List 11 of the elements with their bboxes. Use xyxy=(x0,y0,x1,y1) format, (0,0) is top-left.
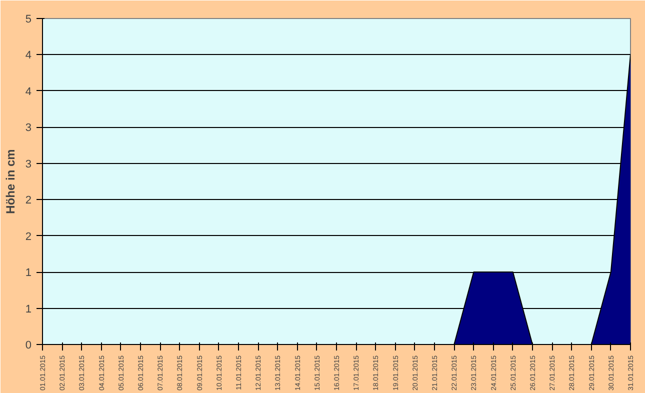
y-tick-label: 2 xyxy=(25,230,32,243)
y-tick-label: 3 xyxy=(25,122,32,134)
y-axis-title: Höhe in cm xyxy=(3,149,18,214)
y-tick-label: 0 xyxy=(25,340,32,352)
y-tick-label: 1 xyxy=(25,267,32,280)
y-tick-label: 3 xyxy=(25,158,32,170)
y-tick-label: 4 xyxy=(25,50,32,62)
y-tick-label: 2 xyxy=(25,194,32,207)
y-tick-label: 1 xyxy=(25,303,32,316)
y-tick-label: 4 xyxy=(25,86,32,98)
y-tick-label: 5 xyxy=(25,14,32,26)
